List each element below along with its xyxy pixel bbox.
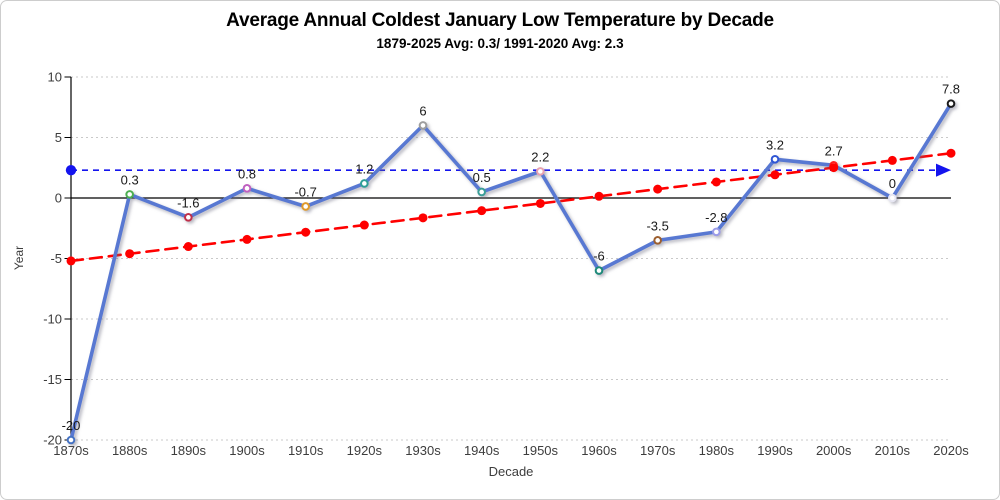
trend-point-marker <box>829 163 839 173</box>
data-point-marker <box>66 435 76 445</box>
trend-point-marker <box>359 220 369 230</box>
x-axis-title: Decade <box>488 464 534 479</box>
data-point-marker <box>418 121 428 130</box>
x-tick-label: 2020s <box>933 443 969 458</box>
x-tick-label: 2010s <box>875 443 911 458</box>
data-point-marker <box>301 202 310 211</box>
data-point-label: 2.2 <box>531 149 549 164</box>
data-point-label: 0.3 <box>121 172 139 187</box>
y-tick-label: 0 <box>55 191 62 206</box>
x-tick-label: 1880s <box>112 443 148 458</box>
data-point-marker <box>712 227 721 237</box>
data-point-marker <box>946 99 956 108</box>
data-point-marker <box>360 179 369 188</box>
y-tick-label: 5 <box>55 130 62 145</box>
trend-point-marker <box>946 148 956 158</box>
data-point-marker <box>653 236 662 245</box>
y-tick-label: -5 <box>50 251 62 266</box>
x-tick-label: 1960s <box>581 443 617 458</box>
data-point-marker <box>770 154 780 164</box>
data-point-marker <box>242 184 252 193</box>
trend-point-marker <box>301 227 311 237</box>
data-point-label: 7.8 <box>942 82 960 97</box>
trend-point-marker <box>418 213 428 223</box>
data-point-marker <box>477 187 486 197</box>
chart-subtitle: 1879-2025 Avg: 0.3/ 1991-2020 Avg: 2.3 <box>376 36 624 51</box>
trend-point-marker <box>183 242 193 252</box>
reference-start-dot <box>65 164 77 176</box>
data-point-label: 2.7 <box>825 143 843 158</box>
x-tick-label: 1930s <box>405 443 441 458</box>
y-tick-label: -15 <box>43 372 62 387</box>
x-tick-label: 1870s <box>53 443 89 458</box>
data-point-label: 3.2 <box>766 137 784 152</box>
x-tick-label: 1920s <box>347 443 383 458</box>
x-tick-label: 1950s <box>523 443 559 458</box>
reference-arrow-head <box>936 163 951 177</box>
trend-point-marker <box>594 191 604 201</box>
x-tick-label: 1910s <box>288 443 324 458</box>
trend-point-marker <box>535 198 545 208</box>
data-point-marker <box>125 190 134 199</box>
trend-point-marker <box>477 206 487 216</box>
trend-point-marker <box>125 249 135 259</box>
data-point-marker <box>594 266 604 275</box>
trend-point-marker <box>653 184 663 194</box>
y-axis-title: Year <box>12 245 26 271</box>
y-tick-label: -20 <box>43 433 62 448</box>
trend-point-marker <box>770 170 780 180</box>
x-tick-label: 1940s <box>464 443 500 458</box>
x-tick-label: 1970s <box>640 443 676 458</box>
data-point-label: 1.2 <box>355 161 373 176</box>
data-point-marker <box>888 193 897 203</box>
data-point-label: 6 <box>419 103 426 118</box>
main-series-line <box>69 101 953 442</box>
x-tick-label: 1990s <box>757 443 793 458</box>
data-point-label: -6 <box>593 249 605 264</box>
data-point-label: -3.5 <box>646 218 668 233</box>
data-point-label: -20 <box>62 418 81 433</box>
x-tick-label: 2000s <box>816 443 852 458</box>
trend-point-marker <box>711 177 721 187</box>
y-tick-label: 10 <box>48 70 62 85</box>
main-series <box>66 99 956 445</box>
data-point-label: 0 <box>889 176 896 191</box>
trend-point-marker <box>887 155 897 165</box>
x-tick-label: 1980s <box>699 443 735 458</box>
trend-point-marker <box>242 234 252 244</box>
data-point-label: 0.8 <box>238 166 256 181</box>
trend-line <box>69 151 953 263</box>
data-point-label: -1.6 <box>177 195 199 210</box>
x-tick-label: 1890s <box>171 443 207 458</box>
y-tick-label: -10 <box>43 312 62 327</box>
data-point-label: -0.7 <box>294 184 316 199</box>
data-point-marker <box>184 213 193 222</box>
data-point-label: 0.5 <box>473 170 491 185</box>
chart-title: Average Annual Coldest January Low Tempe… <box>226 10 774 31</box>
trend-point-marker <box>66 256 76 266</box>
data-point-label: -2.8 <box>705 210 727 225</box>
x-tick-label: 1900s <box>229 443 265 458</box>
data-point-marker <box>536 167 545 176</box>
